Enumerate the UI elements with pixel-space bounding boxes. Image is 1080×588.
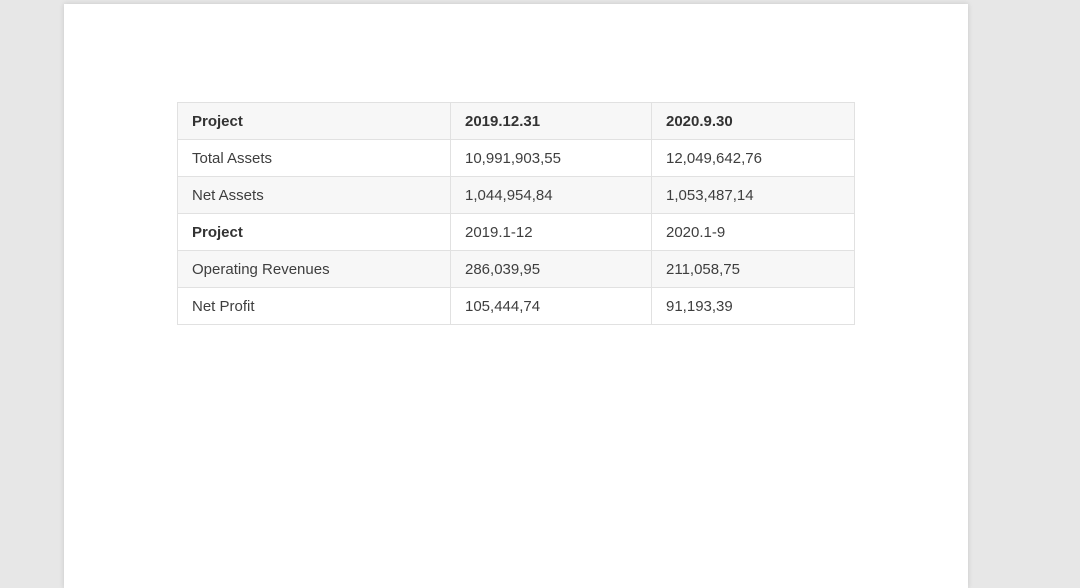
table-row-net-assets: Net Assets 1,044,954,84 1,053,487,14 (177, 176, 855, 214)
value-cell: 211,058,75 (651, 250, 855, 288)
table-header-row: Project 2019.12.31 2020.9.30 (177, 102, 855, 140)
table-row-net-profit: Net Profit 105,444,74 91,193,39 (177, 287, 855, 325)
value-cell: 10,991,903,55 (450, 139, 652, 177)
value-cell: 286,039,95 (450, 250, 652, 288)
header-cell-project: Project (177, 102, 451, 140)
value-cell: 2019.1-12 (450, 213, 652, 251)
value-cell: 2020.1-9 (651, 213, 855, 251)
financial-summary-table: Project 2019.12.31 2020.9.30 Total Asset… (177, 102, 855, 325)
table-row-project-period: Project 2019.1-12 2020.1-9 (177, 213, 855, 251)
row-label: Net Assets (177, 176, 451, 214)
table-row-operating-revenues: Operating Revenues 286,039,95 211,058,75 (177, 250, 855, 288)
value-cell: 12,049,642,76 (651, 139, 855, 177)
table-row-total-assets: Total Assets 10,991,903,55 12,049,642,76 (177, 139, 855, 177)
value-cell: 1,044,954,84 (450, 176, 652, 214)
value-cell: 91,193,39 (651, 287, 855, 325)
row-label: Project (177, 213, 451, 251)
document-page: Project 2019.12.31 2020.9.30 Total Asset… (64, 4, 968, 588)
header-cell-date-2020: 2020.9.30 (651, 102, 855, 140)
value-cell: 1,053,487,14 (651, 176, 855, 214)
row-label: Operating Revenues (177, 250, 451, 288)
header-cell-date-2019: 2019.12.31 (450, 102, 652, 140)
row-label: Total Assets (177, 139, 451, 177)
row-label: Net Profit (177, 287, 451, 325)
value-cell: 105,444,74 (450, 287, 652, 325)
